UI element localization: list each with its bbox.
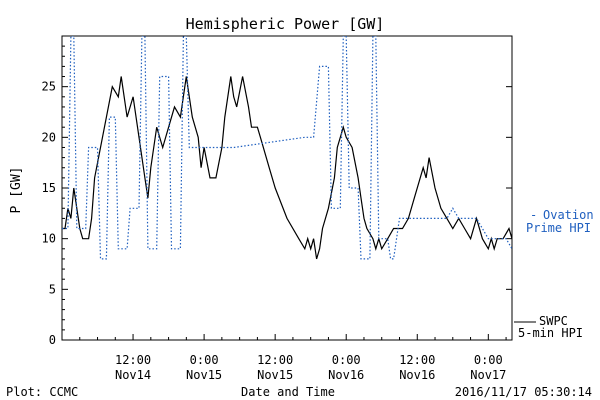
plot-frame bbox=[61, 35, 513, 341]
x-axis-label: Date and Time bbox=[241, 385, 335, 399]
series-line-ovation bbox=[62, 36, 512, 260]
legend-ovation: - Ovation Prime HPI bbox=[526, 208, 594, 235]
legend-ovation-label-2: Prime HPI bbox=[526, 221, 591, 235]
legend-swpc-label-1: SWPC bbox=[539, 314, 568, 328]
plot-timestamp: 2016/11/17 05:30:14 bbox=[455, 385, 592, 399]
y-tick-label-2: 10 bbox=[42, 232, 56, 246]
x-tick-date-2: Nov15 bbox=[257, 368, 293, 382]
x-tick-time-0: 12:00 bbox=[115, 353, 151, 367]
x-tick-time-2: 12:00 bbox=[257, 353, 293, 367]
x-tick-time-1: 0:00 bbox=[190, 353, 219, 367]
x-tick-time-5: 0:00 bbox=[474, 353, 503, 367]
series-line-swpc bbox=[62, 76, 512, 260]
chart-title: Hemispheric Power [GW] bbox=[186, 15, 385, 33]
x-tick-date-1: Nov15 bbox=[186, 368, 222, 382]
legend-ovation-label-1: Ovation bbox=[543, 208, 594, 222]
y-tick-label-4: 20 bbox=[42, 130, 56, 144]
plot-credit: Plot: CCMC bbox=[6, 385, 78, 399]
y-tick-label-3: 15 bbox=[42, 181, 56, 195]
x-tick-date-5: Nov17 bbox=[470, 368, 506, 382]
y-axis-label: P [GW] bbox=[9, 167, 24, 214]
x-tick-time-3: 0:00 bbox=[332, 353, 361, 367]
y-tick-label-1: 5 bbox=[49, 282, 56, 296]
legend-ovation-marker: - bbox=[530, 208, 537, 222]
legend-swpc: SWPC 5-min HPI bbox=[514, 314, 583, 340]
y-tick-label-5: 25 bbox=[42, 80, 56, 94]
x-tick-time-4: 12:00 bbox=[399, 353, 435, 367]
y-tick-label-0: 0 bbox=[49, 333, 56, 347]
y-axis-ticks: 0 5 10 15 20 25 bbox=[42, 45, 512, 347]
x-axis-ticks: 12:00Nov140:00Nov1512:00Nov150:00Nov1612… bbox=[79, 334, 507, 382]
x-tick-date-0: Nov14 bbox=[115, 368, 151, 382]
x-tick-date-3: Nov16 bbox=[328, 368, 364, 382]
legend-swpc-label-2: 5-min HPI bbox=[518, 326, 583, 340]
x-tick-date-4: Nov16 bbox=[399, 368, 435, 382]
series-layer bbox=[62, 36, 512, 260]
